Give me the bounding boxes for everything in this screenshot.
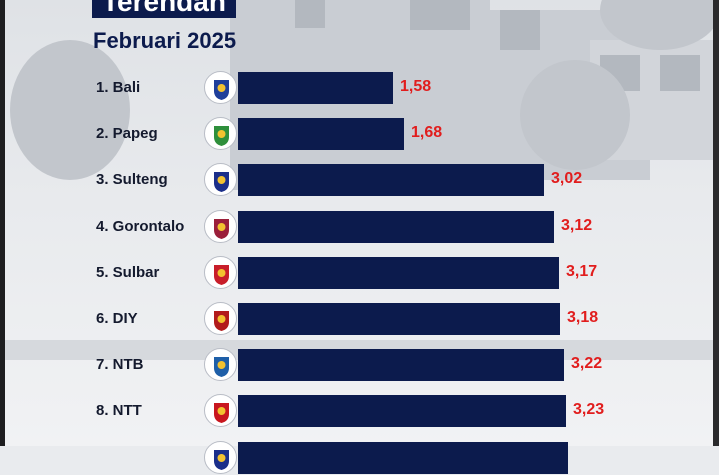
chart-subtitle: Februari 2025 — [93, 28, 237, 53]
category-label-ntt-8: 8. NTT — [96, 402, 142, 419]
bar-sulteng-3 — [238, 164, 544, 196]
papua-pegunungan-emblem-icon — [204, 117, 237, 150]
value-label-ntb-7: 3,22 — [571, 355, 603, 372]
gorontalo-emblem-icon — [204, 210, 237, 243]
value-label-diy-6: 3,18 — [567, 309, 599, 326]
category-label-gorontalo-4: 4. Gorontalo — [96, 218, 185, 235]
category-label-sulbar-5: 5. Sulbar — [96, 264, 160, 281]
frame-left-edge — [0, 0, 5, 446]
bar-papeg-2 — [238, 118, 404, 150]
value-label-sulteng-3: 3,02 — [551, 170, 583, 187]
sulteng-emblem-icon — [204, 163, 237, 196]
value-label-ntt-8: 3,23 — [573, 401, 605, 418]
diy-emblem-icon — [204, 302, 237, 335]
value-label-papeg-2: 1,68 — [411, 124, 443, 141]
value-label-sulbar-5: 3,17 — [566, 263, 598, 280]
category-label-ntb-7: 7. NTB — [96, 356, 144, 373]
chart-title: Terendah — [92, 0, 236, 18]
category-label-bali-1: 1. Bali — [96, 79, 141, 96]
category-label-papeg-2: 2. Papeg — [96, 125, 158, 142]
bar-gorontalo-4 — [238, 211, 554, 243]
value-label-gorontalo-4: 3,12 — [561, 217, 593, 234]
ntb-emblem-icon — [204, 348, 237, 381]
frame-right-edge — [713, 0, 719, 446]
bar-diy-6 — [238, 303, 560, 335]
bar-ntt-8 — [238, 395, 566, 427]
bar-item-9 — [238, 442, 568, 474]
sulbar-emblem-icon — [204, 256, 237, 289]
value-label-bali-1: 1,58 — [400, 78, 432, 95]
bar-bali-1 — [238, 72, 393, 104]
category-label-diy-6: 6. DIY — [96, 310, 138, 327]
category-label-sulteng-3: 3. Sulteng — [96, 171, 168, 188]
bar-ntb-7 — [238, 349, 564, 381]
bali-emblem-icon — [204, 71, 237, 104]
ntt-emblem-icon — [204, 394, 237, 427]
bar-sulbar-5 — [238, 257, 559, 289]
